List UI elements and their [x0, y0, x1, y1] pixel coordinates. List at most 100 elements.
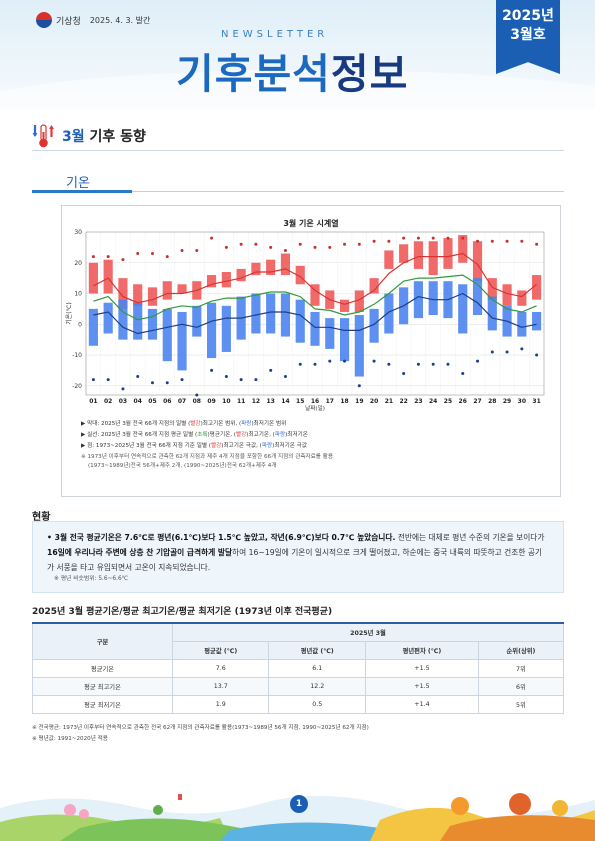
y-tick-label: -10 [72, 352, 82, 359]
x-tick-label: 07 [178, 398, 186, 405]
extreme-dot [416, 362, 420, 366]
range-bar [458, 284, 468, 334]
table-row-label: 평균기온 [32, 658, 173, 678]
range-bar [354, 315, 364, 377]
subsection-divider [32, 191, 564, 192]
section-label: 기후 동향 [89, 129, 146, 145]
current-status-box: • 3월 전국 평균기온은 7.6℃로 평년(6.1℃)보다 1.5℃ 높았고,… [32, 521, 564, 593]
range-bar [487, 296, 497, 331]
extreme-dot [328, 245, 332, 249]
extreme-dot [313, 362, 317, 366]
extreme-dot [283, 248, 287, 252]
range-bar [177, 311, 187, 371]
table-cell: +1.4 [364, 694, 479, 714]
extreme-dot [283, 375, 287, 379]
y-axis-label: 기온(℃) [65, 302, 73, 324]
section-divider [32, 150, 564, 151]
table-cell: 12.2 [268, 676, 366, 696]
current-status-title: 현황 [32, 512, 51, 523]
range-bar [339, 318, 350, 362]
x-tick-label: 31 [532, 398, 540, 405]
extreme-dot [416, 236, 420, 240]
publish-date: 2025. 4. 3. 발간 [89, 15, 151, 25]
x-tick-label: 19 [355, 398, 363, 405]
x-tick-label: 25 [444, 398, 452, 405]
x-tick-label: 21 [385, 398, 393, 405]
extreme-dot [180, 248, 184, 252]
range-bar [133, 302, 143, 340]
range-bar [339, 299, 350, 312]
extreme-dot [490, 350, 494, 354]
range-bar [221, 305, 231, 352]
extreme-dot [431, 236, 435, 240]
extreme-dot [476, 359, 480, 363]
range-bar [295, 299, 305, 343]
thermometer-icon [32, 122, 56, 150]
extreme-dot [520, 347, 524, 351]
page-number: 1 [290, 795, 308, 813]
legend-lines: ▶ 실선: 2025년 3월 전국 66개 지점 평균 일별 (초록)평균기온,… [81, 432, 308, 438]
x-tick-label: 11 [237, 398, 245, 405]
page-title: 기후분석정보 [176, 40, 408, 100]
legend-note: ※ 1973년 이후부터 연속적으로 관측한 62개 지점과 제주 4개 지점을… [81, 454, 334, 460]
extreme-dot [446, 362, 450, 366]
range-bar [384, 250, 394, 269]
footnote-1: ※ 전국평균: 1973년 이후부터 연속적으로 관측한 전국 62개 지점의 … [32, 725, 369, 731]
x-tick-label: 23 [414, 398, 422, 405]
range-bar [295, 265, 305, 285]
table-cell: 7.6 [171, 658, 270, 678]
extreme-dot [136, 375, 140, 379]
range-bar [162, 308, 172, 362]
issue-year: 2025년 [502, 8, 554, 24]
x-tick-label: 13 [266, 398, 274, 405]
range-bar [517, 290, 527, 306]
issue-month: 3월호 [510, 27, 546, 43]
x-tick-label: 10 [222, 398, 230, 405]
legend-dots: ▶ 점: 1973~2025년 3월 전국 66개 지점 기준 일별 (빨강)최… [81, 443, 307, 449]
agency-name: 기상청 [56, 16, 81, 27]
extreme-dot [224, 375, 228, 379]
newsletter-label: NEWSLETTER [221, 29, 329, 40]
extreme-dot [328, 359, 332, 363]
table-cell: 7위 [477, 658, 565, 678]
range-bar [192, 305, 202, 337]
title-part-2: 정보 [330, 50, 409, 98]
table-row-label: 평균 최고기온 [32, 676, 173, 696]
x-tick-label: 15 [296, 398, 304, 405]
extreme-dot [180, 378, 184, 382]
x-tick-label: 20 [370, 398, 378, 405]
extreme-dot [121, 387, 125, 391]
range-bar [502, 284, 512, 306]
chart-title: 3월 기온 시계열 [283, 219, 339, 228]
range-bar [103, 302, 113, 334]
x-tick-label: 22 [399, 398, 407, 405]
y-tick-label: 20 [74, 260, 82, 267]
range-bar [369, 278, 379, 294]
extreme-dot [195, 248, 199, 252]
extreme-dot [136, 252, 140, 256]
y-tick-label: 10 [74, 291, 82, 298]
extreme-dot [210, 368, 214, 372]
table-header-group: 2025년 3월 [172, 622, 564, 642]
x-tick-label: 03 [119, 398, 127, 405]
table-cell: 5위 [477, 694, 565, 714]
current-status-text: • 3월 전국 평균기온은 7.6℃로 평년(6.1℃)보다 1.5℃ 높았고,… [47, 533, 545, 572]
range-bar [428, 281, 438, 316]
extreme-dot [387, 362, 391, 366]
range-bar [251, 262, 261, 276]
range-bar [532, 311, 542, 331]
range-bar [118, 278, 128, 309]
extreme-dot [535, 242, 539, 246]
table-col-header: 평균값 (℃) [171, 640, 270, 660]
y-tick-label: 30 [74, 229, 82, 236]
extreme-dot [121, 258, 125, 262]
extreme-dot [165, 381, 169, 385]
plot-frame [85, 231, 545, 396]
x-tick-label: 16 [311, 398, 319, 405]
range-bar [472, 278, 483, 316]
extreme-dot [461, 236, 465, 240]
series-line [93, 274, 537, 321]
table-row: 평균기온 7.6 6.1 +1.5 7위 [32, 658, 565, 678]
x-tick-label: 09 [207, 398, 215, 405]
extreme-dot [505, 350, 509, 354]
